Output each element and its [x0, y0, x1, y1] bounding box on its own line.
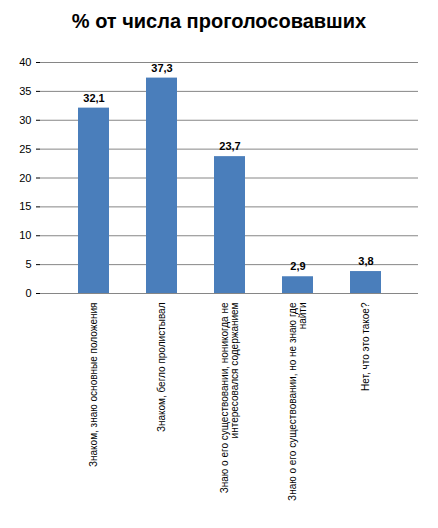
svg-text:Знаю о его существовании, нони: Знаю о его существовании, ноникогда неин… [219, 302, 240, 493]
svg-text:30: 30 [19, 114, 31, 126]
svg-text:32,1: 32,1 [83, 92, 104, 104]
svg-text:37,3: 37,3 [151, 62, 172, 74]
svg-text:23,7: 23,7 [219, 140, 240, 152]
svg-text:Знаком, знаю основные положени: Знаком, знаю основные положения [88, 303, 99, 468]
svg-text:0: 0 [25, 287, 31, 299]
svg-text:40: 40 [19, 56, 31, 68]
svg-text:Нет, что это такое?: Нет, что это такое? [360, 302, 371, 391]
svg-text:Знаю о его существовании, но н: Знаю о его существовании, но не знаю где… [287, 302, 308, 501]
svg-text:2,9: 2,9 [290, 260, 305, 272]
svg-text:20: 20 [19, 172, 31, 184]
svg-text:25: 25 [19, 143, 31, 155]
svg-text:15: 15 [19, 200, 31, 212]
svg-text:5: 5 [25, 258, 31, 270]
svg-text:Знаком, бегло пролистывал: Знаком, бегло пролистывал [156, 302, 167, 432]
svg-text:35: 35 [19, 85, 31, 97]
html-text:% от числа проголосовавших: % от числа проголосовавших [71, 10, 367, 32]
svg-text:10: 10 [19, 229, 31, 241]
svg-text:3,8: 3,8 [358, 255, 373, 267]
